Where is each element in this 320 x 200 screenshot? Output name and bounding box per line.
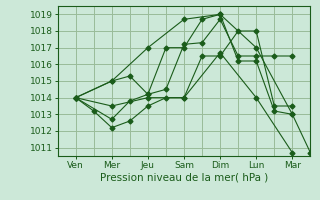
X-axis label: Pression niveau de la mer( hPa ): Pression niveau de la mer( hPa ) — [100, 173, 268, 183]
